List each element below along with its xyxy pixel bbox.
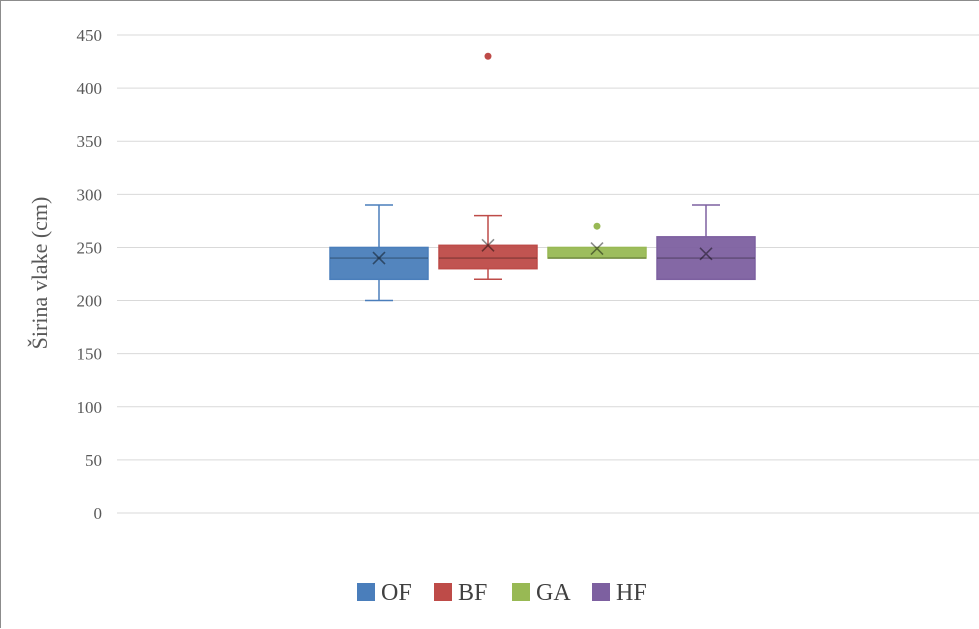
box-ga <box>547 222 647 259</box>
legend: OF BF GA HF <box>357 580 647 606</box>
box-bf <box>438 52 538 281</box>
y-tick-label-300: 300 <box>77 185 103 204</box>
y-tick-label-400: 400 <box>77 79 103 98</box>
box-body-of <box>329 246 429 281</box>
legend-label-bf: BF <box>458 580 487 606</box>
y-tick-label-100: 100 <box>77 398 103 417</box>
box-body-bf <box>438 244 538 270</box>
outlier-point-ga-0 <box>593 222 601 230</box>
mean-marker-bf <box>481 238 495 252</box>
y-tick-label-200: 200 <box>77 292 103 311</box>
box-of <box>329 204 429 302</box>
legend-swatch-ga <box>512 583 530 601</box>
legend-swatch-hf <box>592 583 610 601</box>
box-series <box>329 52 756 302</box>
y-tick-label-250: 250 <box>77 238 103 257</box>
y-tick-label-50: 50 <box>85 451 102 470</box>
legend-swatch-of <box>357 583 375 601</box>
mean-marker-hf <box>699 247 713 261</box>
y-tick-label-150: 150 <box>77 345 103 364</box>
box-body-hf <box>656 236 756 281</box>
legend-label-hf: HF <box>616 580 647 606</box>
gridlines <box>117 34 979 514</box>
legend-label-of: OF <box>381 580 412 606</box>
y-tick-label-450: 450 <box>77 26 103 45</box>
mean-marker-ga <box>590 241 604 256</box>
mean-marker-of <box>372 251 386 265</box>
box-hf <box>656 204 756 281</box>
box-body-ga <box>547 246 647 259</box>
y-tick-label-350: 350 <box>77 132 103 151</box>
y-axis-label: Širina vlake (cm) <box>27 197 52 350</box>
y-tick-label-0: 0 <box>94 504 103 523</box>
legend-swatch-bf <box>434 583 452 601</box>
y-axis-ticks: 0 50 100 150 200 250 300 350 400 450 <box>77 26 103 523</box>
outlier-point-bf-0 <box>484 52 492 60</box>
legend-label-ga: GA <box>536 580 571 606</box>
